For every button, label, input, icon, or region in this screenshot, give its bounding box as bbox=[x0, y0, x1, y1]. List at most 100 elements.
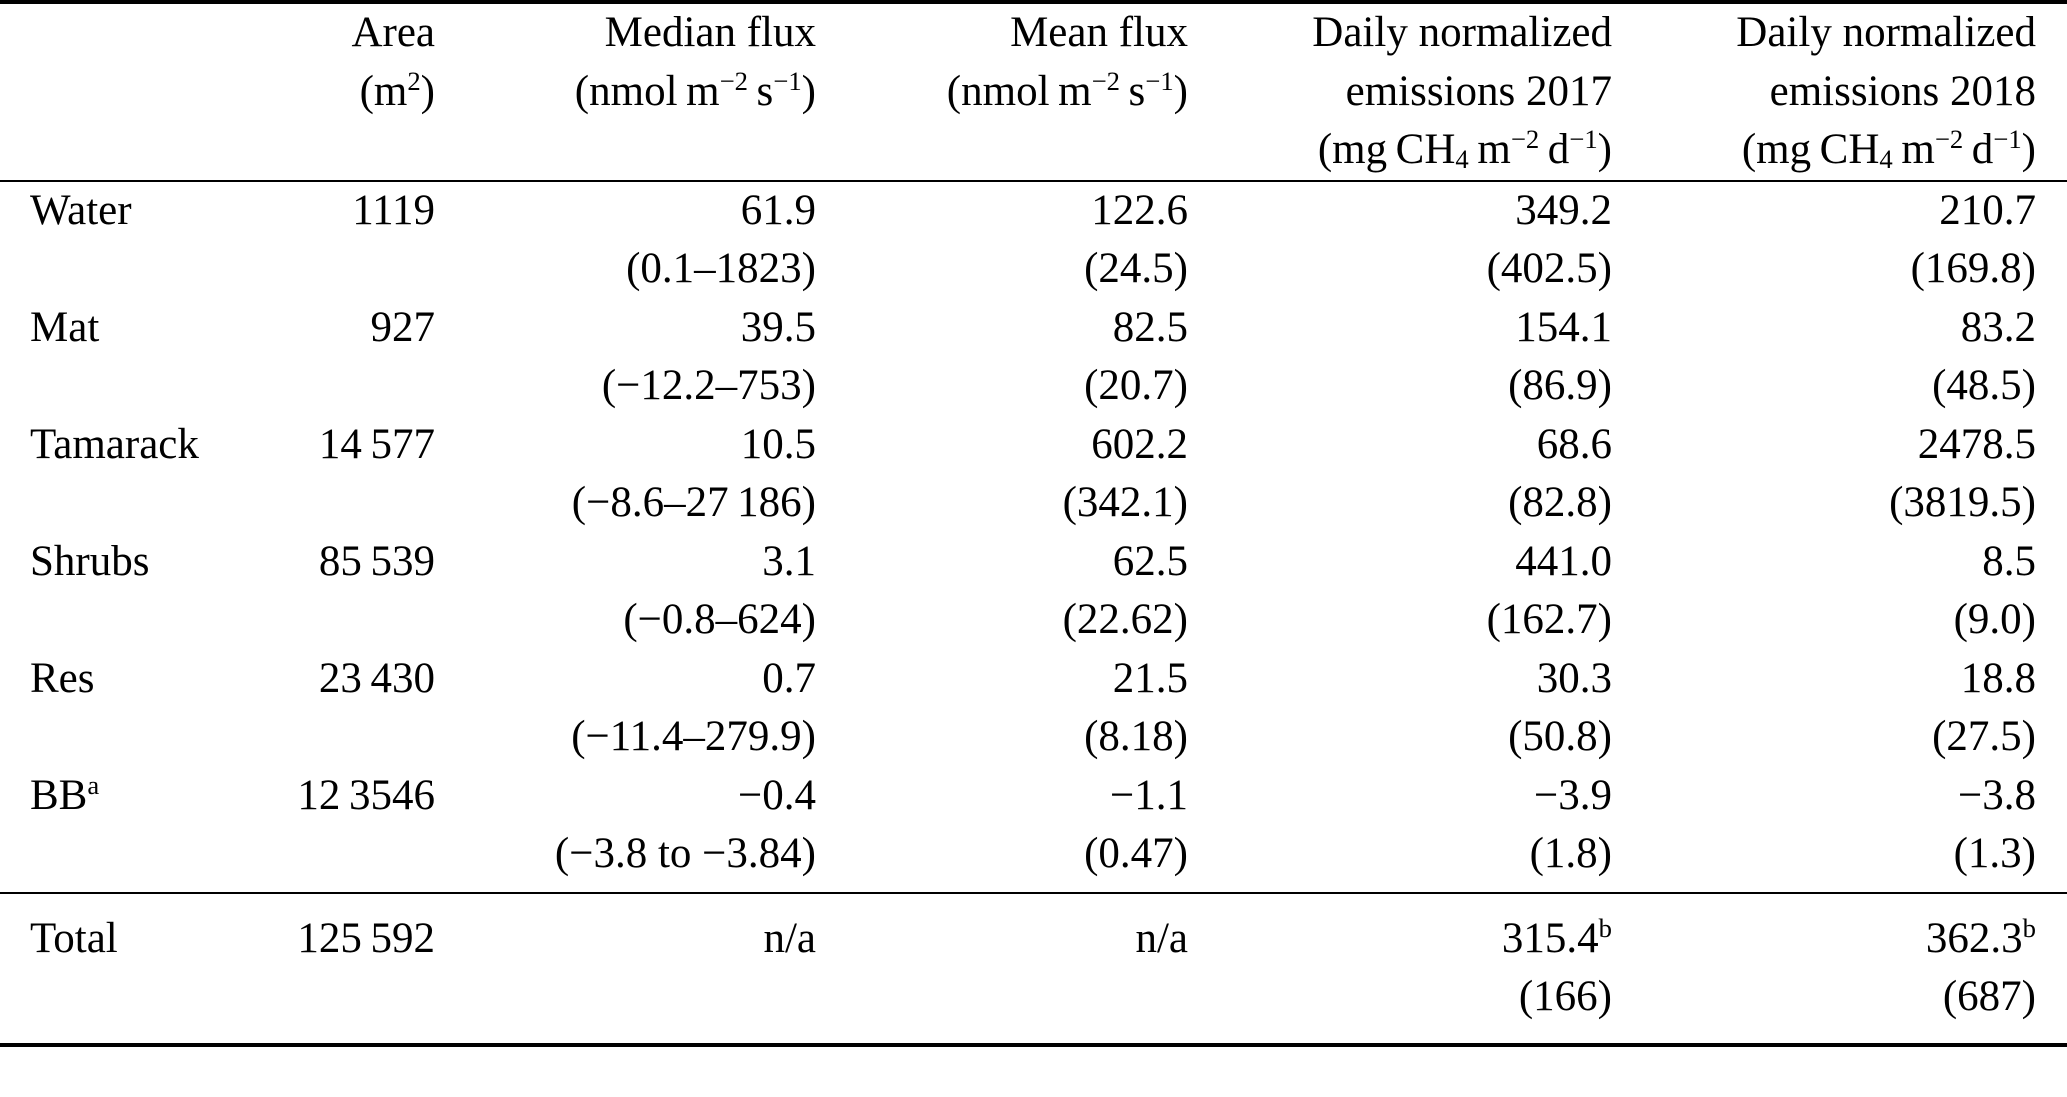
median-flux-cell: 61.9 (0.1–1823) bbox=[435, 181, 816, 299]
category-cell: Shrubs bbox=[0, 533, 240, 650]
total-area-cell: 125 592 bbox=[240, 891, 435, 1045]
median-range: (0.1–1823) bbox=[626, 245, 816, 292]
median-range: (−8.6–27 186) bbox=[571, 479, 816, 526]
area-value: 1119 bbox=[352, 186, 435, 234]
emissions-2017-sd: (402.5) bbox=[1486, 245, 1612, 292]
empty-line bbox=[30, 708, 240, 767]
header-emissions-2017: Daily normalized emissions 2017 (mg CH4 … bbox=[1188, 2, 1612, 182]
mean-sd: (8.18) bbox=[1084, 713, 1188, 760]
emissions-2017-cell: 349.2 (402.5) bbox=[1188, 181, 1612, 299]
area-value: 23 430 bbox=[318, 654, 435, 702]
emissions-2017-value: 68.6 bbox=[1536, 420, 1612, 468]
median-value: 0.7 bbox=[762, 654, 816, 702]
emissions-2017-value: −3.9 bbox=[1533, 771, 1612, 819]
mean-flux-cell: 62.5 (22.62) bbox=[816, 533, 1188, 650]
emissions-2018-cell: −3.8 (1.3) bbox=[1612, 767, 2067, 893]
total-median-value: n/a bbox=[763, 914, 816, 962]
header-unit: (nmol m−2 s−1) bbox=[946, 65, 1188, 115]
header-line bbox=[30, 4, 240, 63]
table-row: Shrubs 85 539 3.1 (−0.8–624) 62.5 (22.62… bbox=[0, 533, 2067, 650]
emissions-2017-value: 349.2 bbox=[1515, 186, 1612, 234]
header-mean-flux: Mean flux (nmol m−2 s−1) bbox=[816, 2, 1188, 182]
category-cell: Res bbox=[0, 650, 240, 767]
header-line: Daily normalized bbox=[1312, 9, 1612, 56]
total-median-cell: n/a bbox=[435, 891, 816, 1045]
empty-line bbox=[240, 708, 435, 767]
header-category bbox=[0, 2, 240, 182]
area-cell: 1119 bbox=[240, 181, 435, 299]
header-unit: (mg CH4 m−2 d−1) bbox=[1741, 124, 2036, 174]
emissions-2017-sd: (50.8) bbox=[1508, 713, 1612, 760]
header-median-flux: Median flux (nmol m−2 s−1) bbox=[435, 2, 816, 182]
category-cell: Tamarack bbox=[0, 416, 240, 533]
area-cell: 85 539 bbox=[240, 533, 435, 650]
median-value: 3.1 bbox=[762, 537, 816, 585]
header-line bbox=[240, 121, 435, 180]
mean-sd: (0.47) bbox=[1084, 830, 1188, 877]
median-flux-cell: 0.7 (−11.4–279.9) bbox=[435, 650, 816, 767]
table-header: Area (m2) Median flux (nmol m−2 s−1) Mea… bbox=[0, 2, 2067, 182]
total-mean-cell: n/a bbox=[816, 891, 1188, 1045]
header-area: Area (m2) bbox=[240, 2, 435, 182]
empty-line bbox=[816, 968, 1188, 1027]
median-value: 10.5 bbox=[740, 420, 816, 468]
mean-value: 602.2 bbox=[1091, 420, 1188, 468]
category-label: BBa bbox=[30, 769, 100, 819]
emissions-2018-value: −3.8 bbox=[1957, 771, 2036, 819]
table-row: Tamarack 14 577 10.5 (−8.6–27 186) 602.2… bbox=[0, 416, 2067, 533]
area-value: 927 bbox=[370, 303, 436, 351]
median-flux-cell: 10.5 (−8.6–27 186) bbox=[435, 416, 816, 533]
median-flux-cell: 39.5 (−12.2–753) bbox=[435, 299, 816, 416]
category-label: Tamarack bbox=[30, 420, 199, 468]
header-line bbox=[30, 121, 240, 180]
category-label: Res bbox=[30, 654, 95, 702]
table-body: Water 1119 61.9 (0.1–1823) 122.6 (24.5) bbox=[0, 181, 2067, 893]
header-unit: (m2) bbox=[359, 65, 435, 115]
total-emissions-2018-cell: 362.3b (687) bbox=[1612, 891, 2067, 1045]
table-total-section: Total 125 592 n/a n/a 315.4b (166) bbox=[0, 891, 2067, 1045]
emissions-2018-sd: (169.8) bbox=[1910, 245, 2036, 292]
mean-flux-cell: 21.5 (8.18) bbox=[816, 650, 1188, 767]
emissions-2017-cell: 154.1 (86.9) bbox=[1188, 299, 1612, 416]
empty-line bbox=[240, 240, 435, 299]
median-range: (−0.8–624) bbox=[623, 596, 816, 643]
total-mean-value: n/a bbox=[1135, 914, 1188, 962]
category-label: Shrubs bbox=[30, 537, 150, 585]
header-emissions-2018: Daily normalized emissions 2018 (mg CH4 … bbox=[1612, 2, 2067, 182]
emissions-2018-cell: 83.2 (48.5) bbox=[1612, 299, 2067, 416]
area-value: 14 577 bbox=[318, 420, 435, 468]
total-emissions-2017-cell: 315.4b (166) bbox=[1188, 891, 1612, 1045]
total-emissions-2018-sd: (687) bbox=[1942, 973, 2036, 1020]
emissions-2017-cell: 441.0 (162.7) bbox=[1188, 533, 1612, 650]
mean-flux-cell: −1.1 (0.47) bbox=[816, 767, 1188, 893]
area-value: 85 539 bbox=[318, 537, 435, 585]
emissions-2017-sd: (82.8) bbox=[1508, 479, 1612, 526]
mean-value: 82.5 bbox=[1112, 303, 1188, 351]
empty-line bbox=[240, 825, 435, 884]
emissions-2018-sd: (1.3) bbox=[1953, 830, 2036, 877]
mean-value: 21.5 bbox=[1112, 654, 1188, 702]
total-emissions-2017-sd: (166) bbox=[1518, 973, 1612, 1020]
header-line: Mean flux bbox=[1010, 9, 1188, 56]
emissions-2017-value: 30.3 bbox=[1536, 654, 1612, 702]
median-flux-cell: 3.1 (−0.8–624) bbox=[435, 533, 816, 650]
header-line: emissions 2018 bbox=[1769, 67, 2036, 115]
header-unit: (nmol m−2 s−1) bbox=[574, 65, 816, 115]
emissions-2017-value: 154.1 bbox=[1515, 303, 1612, 351]
empty-line bbox=[240, 591, 435, 650]
emissions-2017-sd: (1.8) bbox=[1529, 830, 1612, 877]
area-cell: 14 577 bbox=[240, 416, 435, 533]
empty-line bbox=[30, 968, 240, 1027]
median-range: (−12.2–753) bbox=[601, 362, 816, 409]
mean-flux-cell: 122.6 (24.5) bbox=[816, 181, 1188, 299]
median-range: (−3.8 to −3.84) bbox=[554, 830, 816, 877]
total-label: Total bbox=[30, 914, 118, 962]
empty-line bbox=[30, 591, 240, 650]
total-area-value: 125 592 bbox=[297, 914, 435, 962]
emissions-2018-cell: 210.7 (169.8) bbox=[1612, 181, 2067, 299]
mean-value: 62.5 bbox=[1112, 537, 1188, 585]
mean-flux-cell: 602.2 (342.1) bbox=[816, 416, 1188, 533]
area-value: 12 3546 bbox=[297, 771, 435, 819]
mean-value: −1.1 bbox=[1109, 771, 1188, 819]
